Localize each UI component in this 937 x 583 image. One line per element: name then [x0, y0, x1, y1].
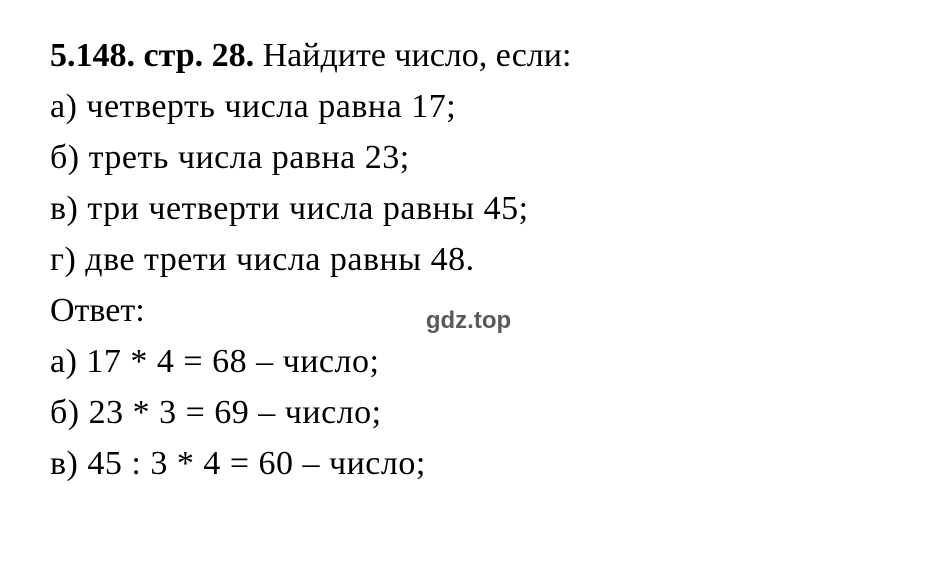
item-text: три четверти числа равны 45; [87, 190, 528, 227]
answer-item-text: 17 * 4 = 68 – число; [86, 343, 379, 380]
problem-content: 5.148. стр. 28. Найдите число, если: а) … [50, 30, 887, 489]
item-text: треть числа равна 23; [89, 139, 410, 176]
item-line-g: г) две трети числа равны 48. [50, 234, 887, 285]
problem-number: 5.148. [50, 37, 135, 74]
answer-line-b: б) 23 * 3 = 69 – число; [50, 387, 887, 438]
answer-item-text: 45 : 3 * 4 = 60 – число; [87, 445, 425, 482]
item-label: б) [50, 139, 80, 176]
item-label: в) [50, 190, 78, 227]
item-line-v: в) три четверти числа равны 45; [50, 183, 887, 234]
page-reference: стр. 28. [144, 37, 255, 74]
answer-item-label: а) [50, 343, 77, 380]
task-intro: Найдите число, если: [263, 37, 572, 74]
item-text: четверть числа равна 17; [86, 88, 456, 125]
item-line-b: б) треть числа равна 23; [50, 132, 887, 183]
answer-item-label: в) [50, 445, 78, 482]
answer-line-v: в) 45 : 3 * 4 = 60 – число; [50, 438, 887, 489]
watermark-text: gdz.top [426, 307, 511, 335]
item-text: две трети числа равны 48. [85, 241, 474, 278]
problem-header-line: 5.148. стр. 28. Найдите число, если: [50, 30, 887, 81]
answer-item-label: б) [50, 394, 80, 431]
answer-label: Ответ: [50, 292, 145, 329]
item-label: г) [50, 241, 76, 278]
answer-line-a: а) 17 * 4 = 68 – число; [50, 336, 887, 387]
item-line-a: а) четверть числа равна 17; [50, 81, 887, 132]
answer-item-text: 23 * 3 = 69 – число; [89, 394, 382, 431]
item-label: а) [50, 88, 77, 125]
